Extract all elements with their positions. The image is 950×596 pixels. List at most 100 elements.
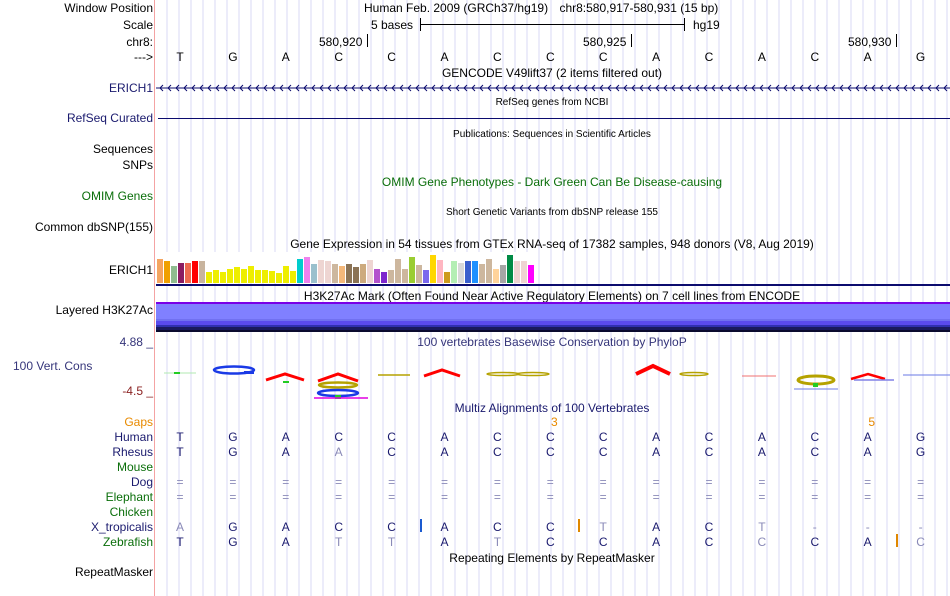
gtex-tissue-bar[interactable] — [423, 270, 429, 283]
scale-bar-left-tick — [420, 18, 421, 31]
gtex-tissue-bar[interactable] — [248, 266, 254, 283]
gtex-tissue-bar[interactable] — [220, 272, 226, 283]
gtex-tissue-bar[interactable] — [374, 269, 380, 283]
gtex-tissue-bar[interactable] — [304, 257, 310, 283]
omim-track-title[interactable]: OMIM Gene Phenotypes - Dark Green Can Be… — [381, 175, 723, 189]
gtex-tissue-bar[interactable] — [367, 260, 373, 283]
gtex-tissue-bar[interactable] — [157, 259, 163, 283]
gtex-tissue-bar[interactable] — [199, 261, 205, 283]
species-label[interactable]: X_tropicalis — [90, 520, 153, 534]
gencode-track-label[interactable]: ERICH1 — [108, 81, 153, 95]
gtex-tissue-bar[interactable] — [171, 266, 177, 283]
h3k27ac-track-title[interactable]: H3K27Ac Mark (Often Found Near Active Re… — [303, 289, 801, 303]
species-label[interactable]: Human — [114, 430, 153, 444]
gtex-tissue-bar[interactable] — [311, 264, 317, 283]
gtex-tissue-bar[interactable] — [185, 263, 191, 283]
gtex-tissue-bar[interactable] — [192, 261, 198, 283]
gtex-tissue-bar[interactable] — [262, 270, 268, 283]
insertion-marker[interactable] — [578, 519, 580, 532]
gtex-tissue-bar[interactable] — [451, 261, 457, 283]
gtex-tissue-bar[interactable] — [283, 266, 289, 283]
gtex-tissue-bar[interactable] — [346, 264, 352, 283]
gtex-tissue-bar[interactable] — [395, 259, 401, 283]
gtex-tissue-bar[interactable] — [318, 260, 324, 283]
gtex-tissue-bar[interactable] — [325, 261, 331, 283]
strand-chevron-icon — [655, 84, 660, 92]
gtex-tissue-bar[interactable] — [164, 261, 170, 283]
gtex-tissue-bar[interactable] — [255, 270, 261, 283]
gtex-tissue-bar[interactable] — [388, 270, 394, 283]
gtex-tissue-bar[interactable] — [206, 272, 212, 283]
strand-chevron-icon — [535, 84, 540, 92]
gtex-tissue-bar[interactable] — [234, 267, 240, 283]
gtex-tissue-bar[interactable] — [479, 264, 485, 283]
gtex-tissue-bar[interactable] — [444, 272, 450, 283]
gtex-tissue-bar[interactable] — [269, 271, 275, 283]
species-label[interactable]: Mouse — [116, 460, 153, 474]
phylop-logo[interactable] — [156, 352, 950, 402]
gtex-bar-chart[interactable] — [156, 252, 536, 283]
gtex-tissue-bar[interactable] — [332, 264, 338, 283]
gtex-tissue-bar[interactable] — [430, 255, 436, 283]
insertion-marker[interactable] — [896, 534, 898, 547]
refseq-gene-feature[interactable] — [158, 118, 950, 119]
gtex-tissue-bar[interactable] — [465, 261, 471, 283]
refseq-track-label[interactable]: RefSeq Curated — [66, 111, 153, 125]
gtex-tissue-bar[interactable] — [409, 257, 415, 283]
gencode-gene-feature[interactable] — [156, 82, 950, 94]
repeatmasker-track-title[interactable]: Repeating Elements by RepeatMasker — [449, 551, 655, 565]
gtex-tissue-bar[interactable] — [339, 266, 345, 283]
omim-track-label[interactable]: OMIM Genes — [81, 189, 153, 203]
gaps-label[interactable]: Gaps — [124, 415, 153, 429]
insertion-marker[interactable] — [420, 519, 422, 532]
gtex-tissue-bar[interactable] — [402, 269, 408, 283]
gtex-tissue-bar[interactable] — [360, 264, 366, 283]
position-readout: chr8:580,917-580,931 (15 bp) — [559, 1, 719, 15]
multiz-track-title[interactable]: Multiz Alignments of 100 Vertebrates — [454, 401, 650, 415]
publications-snps-label[interactable]: SNPs — [122, 158, 153, 172]
gtex-tissue-bar[interactable] — [381, 272, 387, 283]
dbsnp-track-title[interactable]: Short Genetic Variants from dbSNP releas… — [446, 207, 658, 218]
gtex-tissue-bar[interactable] — [514, 261, 520, 283]
gtex-track-label[interactable]: ERICH1 — [108, 263, 153, 277]
gtex-tissue-bar[interactable] — [486, 259, 492, 283]
gtex-tissue-bar[interactable] — [178, 263, 184, 283]
species-label[interactable]: Zebrafish — [102, 535, 153, 549]
gtex-track-title[interactable]: Gene Expression in 54 tissues from GTEx … — [290, 237, 814, 251]
gtex-tissue-bar[interactable] — [507, 255, 513, 283]
gtex-tissue-bar[interactable] — [297, 259, 303, 283]
gtex-tissue-bar[interactable] — [528, 265, 534, 283]
phylop-track-label[interactable]: 100 Vert. Cons — [13, 359, 93, 373]
gtex-tissue-bar[interactable] — [493, 269, 499, 283]
gtex-tissue-bar[interactable] — [500, 265, 506, 283]
strand-chevron-icon — [863, 84, 868, 92]
gencode-track-title[interactable]: GENCODE V49lift37 (2 items filtered out) — [441, 66, 663, 80]
gtex-tissue-bar[interactable] — [241, 269, 247, 283]
aligned-base: A — [440, 535, 449, 549]
dbsnp-track-label[interactable]: Common dbSNP(155) — [34, 220, 153, 234]
species-label[interactable]: Rhesus — [112, 445, 153, 459]
publications-label[interactable]: Sequences — [92, 142, 153, 156]
gtex-tissue-bar[interactable] — [416, 265, 422, 283]
publications-track-title[interactable]: Publications: Sequences in Scientific Ar… — [453, 129, 651, 140]
gtex-tissue-bar[interactable] — [472, 261, 478, 283]
gtex-tissue-bar[interactable] — [353, 267, 359, 283]
gtex-tissue-bar[interactable] — [437, 260, 443, 283]
gtex-tissue-bar[interactable] — [227, 269, 233, 283]
strand-chevron-icon — [159, 84, 164, 92]
aligned-base: G — [915, 430, 926, 444]
aligned-base: = — [546, 490, 554, 504]
h3k27ac-signal[interactable] — [156, 302, 950, 332]
gtex-tissue-bar[interactable] — [290, 271, 296, 283]
gtex-tissue-bar[interactable] — [458, 263, 464, 283]
species-label[interactable]: Dog — [130, 475, 153, 489]
species-label[interactable]: Elephant — [105, 490, 153, 504]
gtex-tissue-bar[interactable] — [521, 261, 527, 283]
species-label[interactable]: Chicken — [109, 505, 153, 519]
repeatmasker-track-label[interactable]: RepeatMasker — [74, 565, 153, 579]
h3k27ac-track-label[interactable]: Layered H3K27Ac — [55, 303, 153, 317]
refseq-track-title[interactable]: RefSeq genes from NCBI — [495, 97, 609, 108]
gtex-tissue-bar[interactable] — [276, 273, 282, 283]
phylop-track-title[interactable]: 100 vertebrates Basewise Conservation by… — [417, 335, 687, 349]
gtex-tissue-bar[interactable] — [213, 270, 219, 283]
